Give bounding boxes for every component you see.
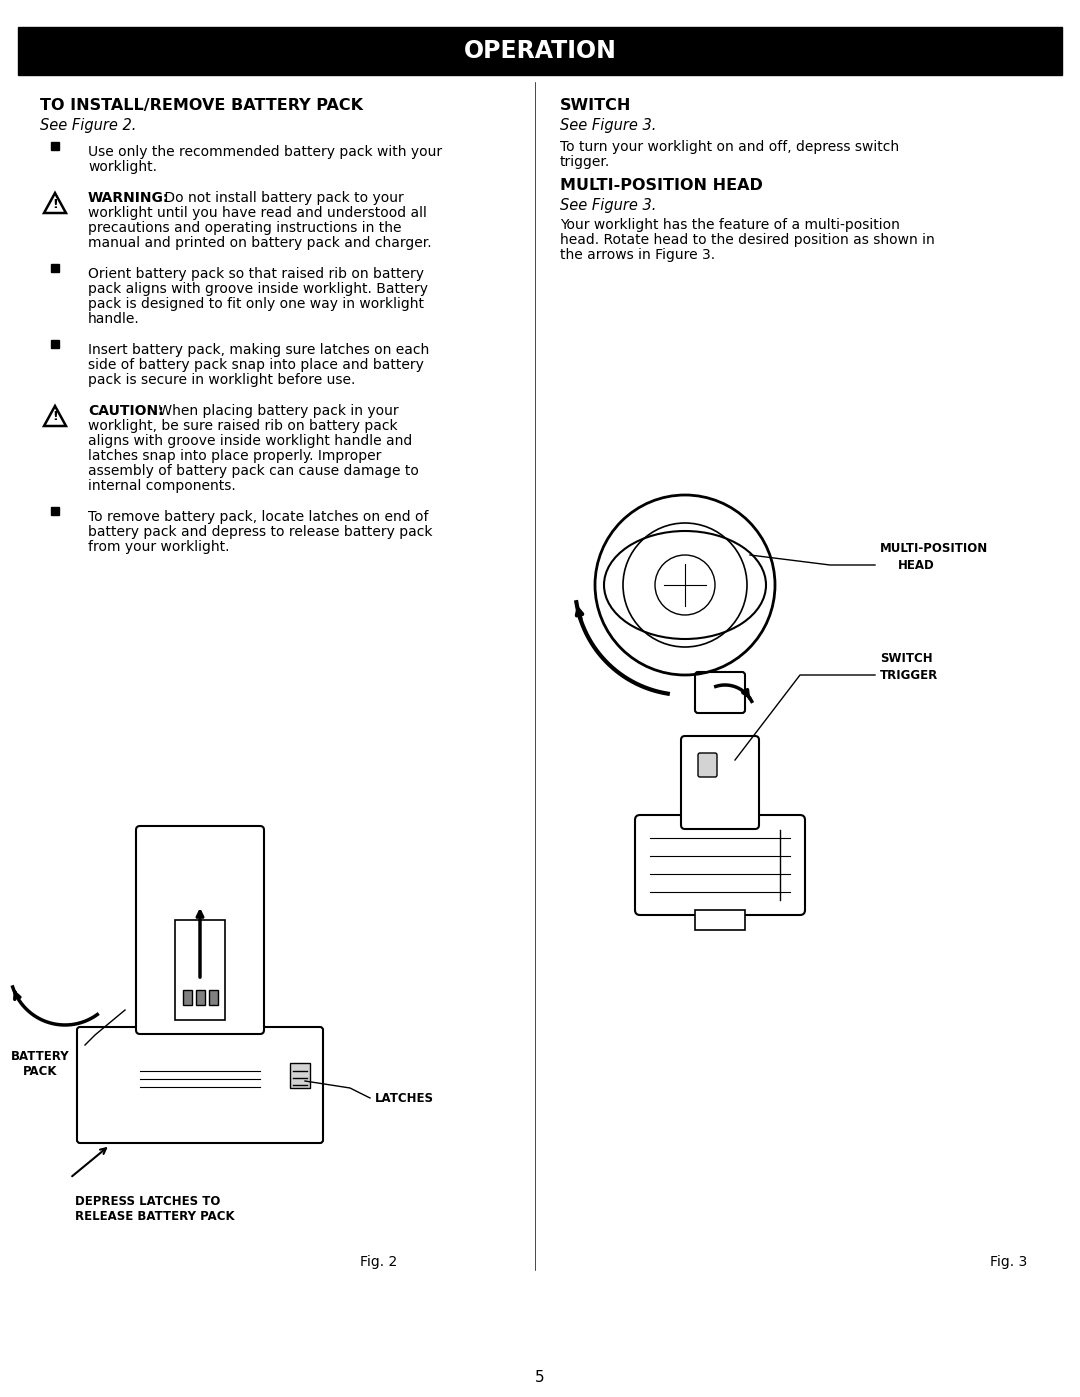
Text: BATTERY
PACK: BATTERY PACK <box>11 1051 69 1078</box>
Bar <box>291 1063 310 1088</box>
Text: aligns with groove inside worklight handle and: aligns with groove inside worklight hand… <box>87 434 413 448</box>
Text: TO INSTALL/REMOVE BATTERY PACK: TO INSTALL/REMOVE BATTERY PACK <box>40 98 363 113</box>
Text: the arrows in Figure 3.: the arrows in Figure 3. <box>561 249 715 263</box>
Text: internal components.: internal components. <box>87 479 235 493</box>
Text: When placing battery pack in your: When placing battery pack in your <box>154 404 399 418</box>
Text: MULTI-POSITION HEAD: MULTI-POSITION HEAD <box>561 177 762 193</box>
Text: Insert battery pack, making sure latches on each: Insert battery pack, making sure latches… <box>87 344 429 358</box>
Text: See Figure 2.: See Figure 2. <box>40 117 136 133</box>
Text: side of battery pack snap into place and battery: side of battery pack snap into place and… <box>87 358 423 372</box>
Bar <box>51 142 59 149</box>
FancyBboxPatch shape <box>136 826 264 1034</box>
Text: Fig. 3: Fig. 3 <box>990 1255 1027 1268</box>
Text: Do not install battery pack to your: Do not install battery pack to your <box>160 191 404 205</box>
Text: worklight until you have read and understood all: worklight until you have read and unders… <box>87 205 427 219</box>
Text: Your worklight has the feature of a multi-position: Your worklight has the feature of a mult… <box>561 218 900 232</box>
Text: precautions and operating instructions in the: precautions and operating instructions i… <box>87 221 402 235</box>
Text: DEPRESS LATCHES TO
RELEASE BATTERY PACK: DEPRESS LATCHES TO RELEASE BATTERY PACK <box>75 1194 234 1222</box>
Text: head. Rotate head to the desired position as shown in: head. Rotate head to the desired positio… <box>561 233 935 247</box>
Bar <box>210 990 218 1004</box>
Text: pack is designed to fit only one way in worklight: pack is designed to fit only one way in … <box>87 298 424 312</box>
Text: See Figure 3.: See Figure 3. <box>561 117 657 133</box>
Text: To remove battery pack, locate latches on end of: To remove battery pack, locate latches o… <box>87 510 429 524</box>
Text: worklight.: worklight. <box>87 161 157 175</box>
Text: handle.: handle. <box>87 312 139 326</box>
Text: OPERATION: OPERATION <box>463 39 617 63</box>
FancyBboxPatch shape <box>698 753 717 777</box>
Text: HEAD: HEAD <box>897 559 935 571</box>
Text: trigger.: trigger. <box>561 155 610 169</box>
Bar <box>175 921 225 1020</box>
Bar <box>51 264 59 272</box>
Bar <box>195 990 205 1004</box>
Text: WARNING:: WARNING: <box>87 191 170 205</box>
Text: 5: 5 <box>536 1370 544 1384</box>
Text: latches snap into place properly. Improper: latches snap into place properly. Improp… <box>87 448 381 462</box>
Text: LATCHES: LATCHES <box>375 1091 434 1105</box>
FancyBboxPatch shape <box>681 736 759 828</box>
Text: assembly of battery pack can cause damage to: assembly of battery pack can cause damag… <box>87 464 419 478</box>
Text: worklight, be sure raised rib on battery pack: worklight, be sure raised rib on battery… <box>87 419 397 433</box>
Text: CAUTION:: CAUTION: <box>87 404 164 418</box>
Bar <box>183 990 192 1004</box>
Bar <box>51 507 59 515</box>
Text: MULTI-POSITION: MULTI-POSITION <box>880 542 988 555</box>
Text: SWITCH: SWITCH <box>880 652 933 665</box>
Text: pack is secure in worklight before use.: pack is secure in worklight before use. <box>87 373 355 387</box>
Text: To turn your worklight on and off, depress switch: To turn your worklight on and off, depre… <box>561 140 900 154</box>
Text: !: ! <box>52 411 58 423</box>
FancyBboxPatch shape <box>77 1027 323 1143</box>
Text: SWITCH: SWITCH <box>561 98 632 113</box>
Text: battery pack and depress to release battery pack: battery pack and depress to release batt… <box>87 525 432 539</box>
Text: Fig. 2: Fig. 2 <box>360 1255 397 1268</box>
FancyBboxPatch shape <box>635 814 805 915</box>
Bar <box>51 339 59 348</box>
Text: Orient battery pack so that raised rib on battery: Orient battery pack so that raised rib o… <box>87 267 424 281</box>
Text: See Figure 3.: See Figure 3. <box>561 198 657 212</box>
FancyBboxPatch shape <box>696 672 745 712</box>
Text: pack aligns with groove inside worklight. Battery: pack aligns with groove inside worklight… <box>87 282 428 296</box>
Bar <box>18 27 1062 75</box>
Text: from your worklight.: from your worklight. <box>87 541 229 555</box>
Text: !: ! <box>52 197 58 211</box>
Text: TRIGGER: TRIGGER <box>880 669 939 682</box>
Text: Use only the recommended battery pack with your: Use only the recommended battery pack wi… <box>87 145 442 159</box>
Text: manual and printed on battery pack and charger.: manual and printed on battery pack and c… <box>87 236 432 250</box>
Bar <box>696 909 745 930</box>
